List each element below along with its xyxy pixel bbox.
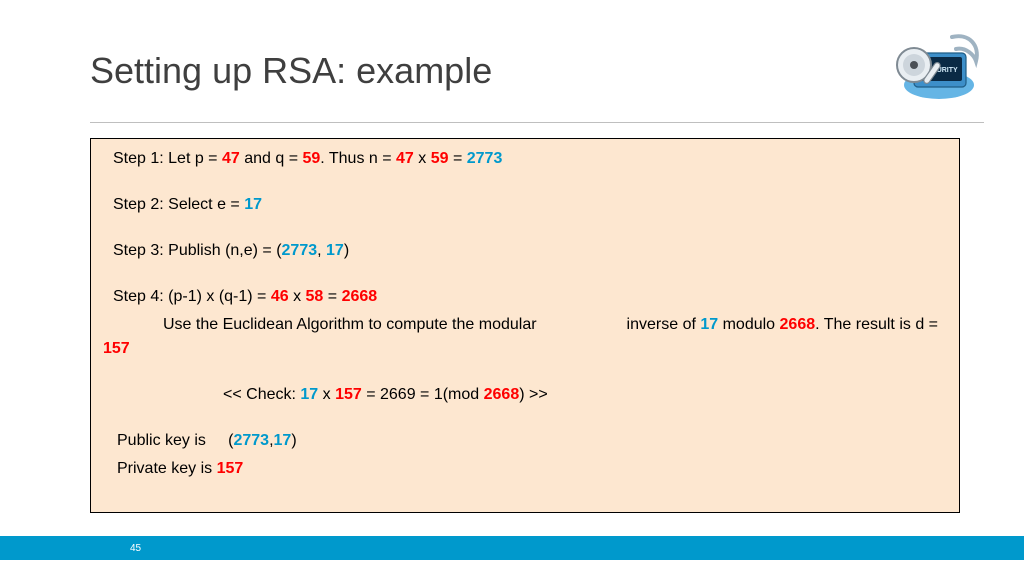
s4b-1a: Use the Euclidean Algorithm to compute t… — [163, 316, 537, 333]
s1-mid2: . Thus n = — [320, 150, 396, 167]
chk-m: 2668 — [484, 386, 520, 403]
chk-close: ) >> — [519, 386, 547, 403]
s4b-1b: inverse of — [627, 316, 701, 333]
chk-open: << Check: — [223, 386, 300, 403]
gap — [103, 411, 947, 429]
s1-prefix: Step 1: Let p = — [113, 150, 222, 167]
s4a-a: 46 — [271, 288, 289, 305]
private-key-line: Private key is 157 — [103, 457, 947, 481]
page-number: 45 — [130, 543, 141, 554]
s3-comma: , — [317, 242, 326, 259]
s1-p: 47 — [222, 150, 240, 167]
s3-prefix: Step 3: Publish (n,e) = ( — [113, 242, 282, 259]
s1-n1: 47 — [396, 150, 414, 167]
s4b-d: 157 — [103, 340, 130, 357]
priv-d: 157 — [217, 460, 244, 477]
step4b-line: Use the Euclidean Algorithm to compute t… — [103, 313, 947, 361]
s2-e: 17 — [244, 196, 262, 213]
s1-q: 59 — [302, 150, 320, 167]
pub-n: 2773 — [233, 432, 269, 449]
pub-label: Public key is ( — [117, 432, 233, 449]
s4a-prefix: Step 4: (p-1) x (q-1) = — [113, 288, 271, 305]
s1-mid1: and q = — [240, 150, 303, 167]
chk-x: x — [318, 386, 335, 403]
s4a-eq: = — [323, 288, 341, 305]
pub-e: 17 — [274, 432, 292, 449]
check-line: << Check: 17 x 157 = 2669 = 1(mod 2668) … — [103, 383, 947, 407]
slide-title: Setting up RSA: example — [90, 50, 984, 92]
s2-prefix: Step 2: Select e = — [113, 196, 244, 213]
chk-b: 157 — [335, 386, 362, 403]
s1-x: x — [414, 150, 431, 167]
pub-close: ) — [291, 432, 296, 449]
gap — [103, 175, 947, 193]
s1-n2: 59 — [431, 150, 449, 167]
title-underline — [90, 122, 984, 123]
s4b-1c: modulo — [718, 316, 779, 333]
step3-line: Step 3: Publish (n,e) = (2773, 17) — [103, 239, 947, 263]
example-box: Step 1: Let p = 47 and q = 59. Thus n = … — [90, 138, 960, 513]
s1-eq: = — [449, 150, 467, 167]
public-key-line: Public key is (2773,17) — [103, 429, 947, 453]
s4b-17: 17 — [700, 316, 718, 333]
gap — [103, 221, 947, 239]
s3-close: ) — [344, 242, 349, 259]
step1-line: Step 1: Let p = 47 and q = 59. Thus n = … — [103, 147, 947, 171]
priv-label: Private key is — [117, 460, 217, 477]
s4a-b: 58 — [306, 288, 324, 305]
security-logo-icon: SECURITY — [884, 25, 984, 103]
gap — [103, 365, 947, 383]
s4b-2: . The result is d = — [815, 316, 938, 333]
s3-n: 2773 — [282, 242, 318, 259]
chk-mid: = 2669 = 1(mod — [362, 386, 484, 403]
chk-a: 17 — [300, 386, 318, 403]
step2-line: Step 2: Select e = 17 — [103, 193, 947, 217]
s4a-r: 2668 — [342, 288, 378, 305]
s1-n: 2773 — [467, 150, 503, 167]
footer-bar — [0, 536, 1024, 560]
s3-e: 17 — [326, 242, 344, 259]
slide: Setting up RSA: example SECURITY Step 1:… — [0, 0, 1024, 576]
title-row: Setting up RSA: example — [90, 50, 984, 120]
s4a-x: x — [289, 288, 306, 305]
s4b-2668: 2668 — [780, 316, 816, 333]
step4a-line: Step 4: (p-1) x (q-1) = 46 x 58 = 2668 — [103, 285, 947, 309]
gap — [103, 267, 947, 285]
